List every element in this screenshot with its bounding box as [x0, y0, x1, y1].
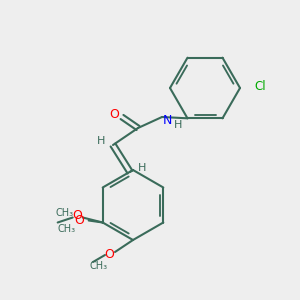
- Text: O: O: [109, 109, 119, 122]
- Text: H: H: [97, 136, 105, 146]
- Text: Cl: Cl: [254, 80, 266, 92]
- Text: CH₃: CH₃: [58, 224, 76, 233]
- Text: H: H: [174, 120, 182, 130]
- Text: H: H: [138, 163, 146, 173]
- Text: O: O: [72, 209, 82, 222]
- Text: O: O: [104, 248, 114, 262]
- Text: CH₃: CH₃: [90, 261, 108, 271]
- Text: CH₃: CH₃: [56, 208, 74, 218]
- Text: N: N: [162, 113, 172, 127]
- Text: O: O: [74, 214, 84, 227]
